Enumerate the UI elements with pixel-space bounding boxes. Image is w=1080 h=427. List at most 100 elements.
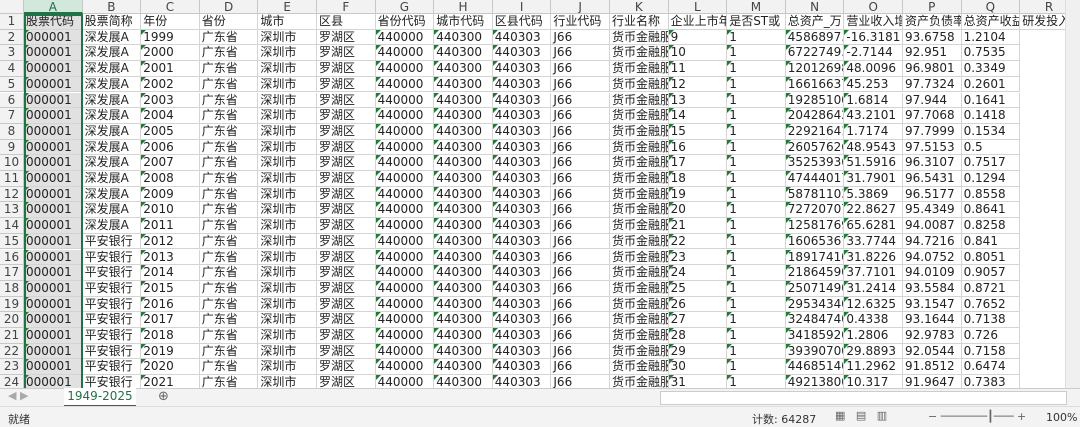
cell[interactable]: 440000	[375, 328, 435, 344]
cell[interactable]: J66	[551, 155, 610, 171]
cell[interactable]: 罗湖区	[317, 171, 376, 187]
cell[interactable]: 440300	[434, 76, 493, 93]
cell[interactable]: 29.8893	[844, 343, 903, 360]
cell[interactable]: 1	[727, 76, 786, 93]
cell[interactable]: 72720707.	[785, 202, 845, 219]
cell[interactable]: 1.2806	[844, 328, 903, 344]
cell[interactable]: 2001	[141, 61, 200, 77]
cell[interactable]: 2014	[141, 265, 200, 281]
cell[interactable]: 12012698.	[785, 61, 845, 77]
cell[interactable]: 1	[727, 139, 786, 156]
cell[interactable]: 22	[668, 233, 728, 250]
cell[interactable]: 平安银行	[82, 280, 142, 297]
cell[interactable]: 27	[668, 312, 728, 328]
column-header[interactable]: H	[434, 0, 493, 14]
cell[interactable]: 31	[668, 375, 728, 388]
cell[interactable]: 93.1644	[903, 312, 962, 328]
cell[interactable]: 广东省	[199, 123, 259, 140]
cell[interactable]: 2008	[141, 171, 200, 187]
cell[interactable]: 平安银行	[82, 312, 142, 328]
cell[interactable]: 企业上市年	[668, 14, 728, 30]
cell[interactable]: 货币金融服	[610, 343, 669, 360]
cell[interactable]: 16	[668, 139, 728, 156]
cell[interactable]: 0.7652	[961, 296, 1021, 313]
cell[interactable]: 广东省	[199, 45, 259, 62]
cell[interactable]: J66	[551, 108, 610, 124]
cell[interactable]: 1	[727, 155, 786, 171]
cell[interactable]: 省份	[199, 14, 259, 30]
cell[interactable]: 440303	[492, 328, 552, 344]
cell[interactable]: 440000	[375, 343, 435, 360]
cell[interactable]: 94.0109	[903, 265, 962, 281]
cell[interactable]: 440300	[434, 249, 493, 266]
cell[interactable]: 0.7535	[961, 45, 1021, 62]
row-header[interactable]: 1	[0, 14, 24, 30]
cell[interactable]: 罗湖区	[317, 76, 376, 93]
cell[interactable]: 440300	[434, 375, 493, 388]
cell[interactable]: 000001	[24, 218, 83, 234]
cell[interactable]: 440000	[375, 296, 435, 313]
cell[interactable]: 000001	[24, 233, 83, 250]
cell[interactable]: 1	[727, 108, 786, 124]
cell[interactable]: 1	[727, 359, 786, 376]
cell[interactable]: 深发展A	[82, 92, 142, 109]
cell[interactable]: 440000	[375, 359, 435, 376]
cell[interactable]: 12	[668, 76, 728, 93]
cell[interactable]: 货币金融服	[610, 186, 669, 203]
cell[interactable]: 16616637.	[785, 76, 845, 93]
cell[interactable]: 000001	[24, 312, 83, 328]
cell[interactable]: 440303	[492, 280, 552, 297]
cell[interactable]: 1	[727, 171, 786, 187]
cell[interactable]: 深发展A	[82, 171, 142, 187]
cell[interactable]: 货币金融服	[610, 76, 669, 93]
cell[interactable]: 440303	[492, 343, 552, 360]
cell[interactable]: 440300	[434, 233, 493, 250]
column-header[interactable]: P	[903, 0, 962, 14]
cell[interactable]: 2018	[141, 328, 200, 344]
column-header[interactable]: K	[610, 0, 669, 14]
row-header[interactable]: 14	[0, 218, 24, 234]
cell[interactable]: 1	[727, 61, 786, 77]
cell[interactable]: 货币金融服	[610, 265, 669, 281]
cell[interactable]: 城市代码	[434, 14, 493, 30]
cell[interactable]: 26	[668, 296, 728, 313]
cell[interactable]: 货币金融服	[610, 29, 669, 46]
cell[interactable]: 广东省	[199, 76, 259, 93]
cell[interactable]: 营业收入增	[844, 14, 903, 30]
cell[interactable]: 440303	[492, 233, 552, 250]
cell[interactable]: 总资产收益	[961, 14, 1021, 30]
cell[interactable]: 2019	[141, 343, 200, 360]
cell[interactable]: 97.944	[903, 92, 962, 109]
column-header[interactable]: O	[844, 0, 903, 14]
cell[interactable]: 45.253	[844, 76, 903, 93]
cell[interactable]: 广东省	[199, 171, 259, 187]
cell[interactable]: 货币金融服	[610, 108, 669, 124]
cell[interactable]: 92.951	[903, 45, 962, 62]
cell[interactable]: 广东省	[199, 29, 259, 46]
cell[interactable]: 440303	[492, 249, 552, 266]
cell[interactable]: 1	[727, 265, 786, 281]
column-header[interactable]: F	[317, 0, 376, 14]
row-header[interactable]: 21	[0, 328, 24, 344]
cell[interactable]: 2000	[141, 45, 200, 62]
cell[interactable]: 0.8641	[961, 202, 1021, 219]
row-header[interactable]: 5	[0, 76, 24, 93]
cell[interactable]: 年份	[141, 14, 200, 30]
cell[interactable]: 21864590	[785, 265, 845, 281]
cell[interactable]: 440303	[492, 186, 552, 203]
cell[interactable]: 48.9543	[844, 139, 903, 156]
cell[interactable]: 440000	[375, 123, 435, 140]
cell[interactable]: 0.8721	[961, 280, 1021, 297]
cell[interactable]: 440000	[375, 155, 435, 171]
cell[interactable]: 平安银行	[83, 375, 142, 388]
cell[interactable]: J66	[551, 343, 610, 360]
cell[interactable]: 1	[727, 343, 786, 360]
cell[interactable]: 2011	[141, 218, 200, 234]
cell[interactable]: 440000	[375, 186, 435, 203]
cell[interactable]: 11	[668, 61, 728, 77]
cell[interactable]: 440300	[434, 312, 493, 328]
cell[interactable]: J66	[551, 139, 610, 156]
row-header[interactable]: 16	[0, 249, 24, 266]
cell[interactable]: 广东省	[199, 359, 259, 376]
cell[interactable]: 1.2104	[961, 29, 1021, 46]
